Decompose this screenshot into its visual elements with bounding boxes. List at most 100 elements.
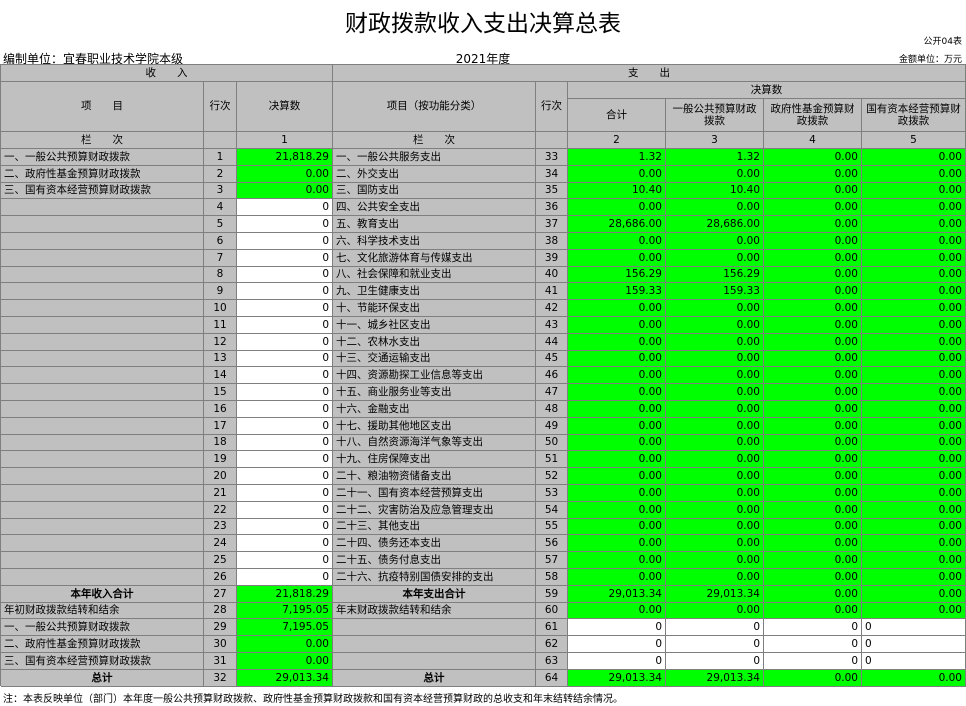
column-header: 国有资本经营预算财政拨款 [862,99,966,132]
line-no: 35 [536,182,568,200]
item-label: 二十、粮油物资储备支出 [333,468,536,485]
value-cell: 0 [237,468,333,485]
item-label: 三、国有资本经营预算财政拨款 [1,182,204,200]
unit: 编制单位：宜春职业技术学院本级 [3,52,184,66]
value-cell: 0.00 [568,468,666,485]
line-no: 25 [204,552,237,569]
line-no: 13 [204,350,237,368]
line-no: 11 [204,317,237,334]
value-cell: 0 [237,417,333,435]
index-cell [204,132,237,149]
value-cell: 21,818.29 [237,585,333,603]
value-cell: 0.00 [862,417,966,435]
value-cell: 0 [237,518,333,536]
item-label [1,199,204,217]
line-no: 62 [536,636,568,653]
value-cell: 0.00 [237,165,333,183]
value-cell: 0.00 [862,149,966,166]
item-label [1,401,204,418]
value-cell: 0.00 [764,350,862,368]
value-cell: 0.00 [764,283,862,301]
item-label [1,434,204,452]
line-no: 59 [536,585,568,603]
column-header: 政府性基金预算财政拨款 [764,99,862,132]
value-cell: 0.00 [862,434,966,452]
line-no: 30 [204,636,237,653]
item-label [1,518,204,536]
value-cell: 0.00 [666,384,764,401]
line-no: 45 [536,350,568,368]
item-label [1,333,204,351]
value-cell: 0 [568,653,666,670]
note: 注：本表反映单位（部门）本年度一般公共预算财政拨款、政府性基金预算财政拨款和国有… [3,694,623,705]
value-cell: 0.00 [568,199,666,217]
item-label: 二十五、债务付息支出 [333,552,536,569]
index-cell [536,132,568,149]
line-no: 6 [204,233,237,250]
line-no: 1 [204,149,237,166]
item-label [1,216,204,233]
value-cell: 0.00 [862,317,966,334]
line-no: 37 [536,216,568,233]
item-label: 一、一般公共预算财政拨款 [1,149,204,166]
value-cell: 0.00 [237,653,333,670]
item-label [1,468,204,485]
value-cell: 0.00 [764,518,862,536]
value-cell: 0.00 [862,384,966,401]
value-cell: 0.00 [764,417,862,435]
item-label: 一、一般公共预算财政拨款 [1,619,204,637]
value-cell: 0 [237,333,333,351]
value-cell: 0 [764,619,862,637]
line-no: 53 [536,485,568,502]
value-cell: 0.00 [862,350,966,368]
item-label: 二、政府性基金预算财政拨款 [1,165,204,183]
value-cell: 0.00 [862,552,966,569]
value-cell: 0 [237,233,333,250]
value-cell: 0.00 [568,569,666,586]
line-no: 60 [536,602,568,620]
line-no: 49 [536,417,568,435]
line-no: 42 [536,300,568,317]
value-cell: 0 [237,569,333,586]
item-label: 年初财政拨款结转和结余 [1,602,204,620]
index-cell: 2 [568,132,666,149]
value-cell: 1.32 [666,149,764,166]
value-cell: 0.00 [666,350,764,368]
value-cell: 0.00 [862,249,966,267]
value-cell: 29,013.34 [666,669,764,687]
value-cell: 0.00 [666,333,764,351]
value-cell: 0.00 [568,417,666,435]
item-label: 十五、商业服务业等支出 [333,384,536,401]
item-label: 七、文化旅游体育与传媒支出 [333,249,536,267]
line-no: 52 [536,468,568,485]
column-header: 行次 [536,82,568,132]
line-no: 22 [204,501,237,519]
value-cell: 29,013.34 [568,669,666,687]
value-cell: 0.00 [862,199,966,217]
item-label [1,233,204,250]
item-label [1,283,204,301]
item-label [333,653,536,670]
value-cell: 0.00 [764,199,862,217]
form-no: 公开04表 [923,37,962,47]
column-header: 决算数 [237,82,333,132]
line-no: 39 [536,249,568,267]
value-cell: 0 [237,384,333,401]
value-cell: 7,195.05 [237,602,333,620]
line-no: 43 [536,317,568,334]
item-label: 二、外交支出 [333,165,536,183]
line-no: 19 [204,451,237,469]
value-cell: 0.00 [568,350,666,368]
item-label: 三、国防支出 [333,182,536,200]
value-cell: 0.00 [764,535,862,553]
value-cell: 0.00 [237,182,333,200]
value-cell: 0.00 [764,569,862,586]
line-no: 58 [536,569,568,586]
line-no: 7 [204,249,237,267]
value-cell: 0.00 [666,300,764,317]
value-cell: 0.00 [764,300,862,317]
value-cell: 0.00 [666,233,764,250]
value-cell: 0.00 [666,451,764,469]
value-cell: 0.00 [568,233,666,250]
value-cell: 0.00 [764,182,862,200]
